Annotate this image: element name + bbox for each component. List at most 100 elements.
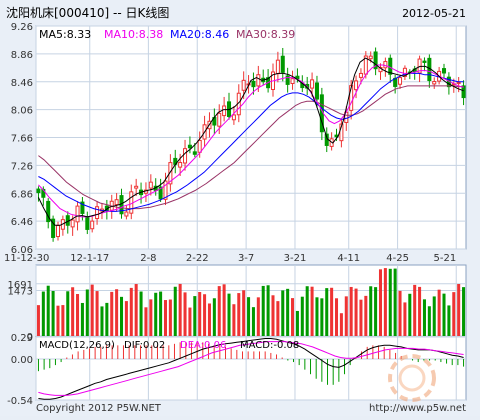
candle-body xyxy=(51,218,56,238)
candle-body xyxy=(373,51,378,70)
volume-bar xyxy=(115,289,119,336)
candle-body xyxy=(358,72,363,78)
volume-bar xyxy=(105,302,109,336)
candle-body xyxy=(75,205,80,223)
macd-value-legend: MACD:-0.08 xyxy=(240,340,299,351)
volume-bar xyxy=(85,289,89,336)
candle-body xyxy=(432,81,437,85)
volume-bar xyxy=(139,291,143,336)
macd-y-tick: 0.00 xyxy=(11,355,33,366)
volume-bar xyxy=(320,298,324,336)
volume-bar xyxy=(422,299,426,336)
volume-bar xyxy=(437,289,441,336)
volume-bar xyxy=(286,288,290,336)
candle-body xyxy=(422,60,427,63)
volume-bar xyxy=(364,295,368,336)
volume-bar xyxy=(388,268,392,336)
candle-body xyxy=(134,185,139,189)
dif-line xyxy=(38,338,464,400)
volume-bar xyxy=(281,290,285,336)
x-tick-label: 4-25 xyxy=(386,253,409,264)
volume-bar xyxy=(217,286,221,336)
volume-bar xyxy=(168,299,172,336)
volume-bar xyxy=(149,299,153,336)
site-url[interactable]: http://www.p5w.net xyxy=(369,403,466,414)
volume-y-tick: 1473 xyxy=(8,287,33,298)
candle-body xyxy=(256,74,261,87)
volume-bar xyxy=(227,293,231,336)
volume-bar xyxy=(242,290,246,336)
volume-bar xyxy=(403,302,407,336)
volume-bar xyxy=(173,286,177,336)
x-tick-label: 5-21 xyxy=(434,253,457,264)
candle-body xyxy=(158,186,163,200)
volume-bar xyxy=(61,305,65,336)
candle-body xyxy=(310,79,315,89)
x-tick-label: 12-1-17 xyxy=(70,253,109,264)
p5w-logo-watermark xyxy=(388,354,436,402)
volume-bar xyxy=(95,291,99,336)
volume-bar xyxy=(90,284,94,336)
candle-body xyxy=(280,55,285,73)
volume-bar xyxy=(178,283,182,336)
volume-bar xyxy=(315,297,319,336)
volume-bar xyxy=(305,286,309,336)
ma20-legend: MA20:8.46 xyxy=(170,28,229,41)
volume-bar xyxy=(36,305,40,336)
volume-bar xyxy=(344,296,348,336)
ma5-legend: MA5:8.33 xyxy=(39,28,91,41)
volume-bar xyxy=(291,298,295,336)
ma10-line xyxy=(38,64,464,218)
volume-bar xyxy=(163,300,168,336)
candle-body xyxy=(148,181,153,189)
volume-bar xyxy=(247,297,251,336)
candle-body xyxy=(314,82,319,100)
ma30-legend: MA30:8.39 xyxy=(236,28,295,41)
candle-body xyxy=(46,200,51,223)
candle-body xyxy=(368,55,373,60)
candle-body xyxy=(85,216,90,230)
volume-bar xyxy=(339,313,343,336)
volume-bar xyxy=(222,284,226,336)
candle-body xyxy=(441,68,447,74)
macd-title-legend: MACD(12,26,9) xyxy=(39,340,115,351)
volume-bar xyxy=(251,307,255,336)
candle-body xyxy=(163,180,168,200)
price-y-tick: 9.26 xyxy=(11,22,33,33)
volume-bar xyxy=(398,290,402,336)
volume-bar xyxy=(232,304,236,336)
x-tick-label: 2-22 xyxy=(186,253,209,264)
price-y-tick: 6.86 xyxy=(11,189,33,200)
volume-bar xyxy=(124,301,128,336)
volume-bar xyxy=(154,292,158,336)
candle-body xyxy=(290,78,295,85)
volume-bar xyxy=(100,306,104,336)
x-tick-label: 2-8 xyxy=(140,253,156,264)
ma30-line xyxy=(38,85,464,210)
candle-body xyxy=(197,139,202,153)
candle-body xyxy=(90,220,95,230)
volume-bar xyxy=(76,294,80,336)
candle-body xyxy=(231,114,236,121)
volume-bar xyxy=(203,294,207,336)
price-y-tick: 8.46 xyxy=(11,78,33,89)
ma10-legend: MA10:8.38 xyxy=(104,28,163,41)
volume-bar xyxy=(452,292,456,336)
candle-body xyxy=(217,112,222,127)
volume-bar xyxy=(56,305,60,336)
price-y-tick: 6.06 xyxy=(11,245,33,256)
price-y-tick: 7.66 xyxy=(11,134,33,145)
candle-body xyxy=(456,81,461,84)
candle-body xyxy=(251,80,256,88)
dea-legend: DEA:0.06 xyxy=(180,340,226,351)
candle-body xyxy=(178,162,183,168)
volume-bar xyxy=(66,291,70,336)
price-y-tick: 6.46 xyxy=(11,217,33,228)
volume-bar xyxy=(41,291,45,336)
volume-bar xyxy=(144,307,148,336)
volume-bar xyxy=(51,290,55,336)
candle-body xyxy=(295,75,300,80)
volume-bar xyxy=(237,293,241,336)
candle-body xyxy=(461,85,466,99)
